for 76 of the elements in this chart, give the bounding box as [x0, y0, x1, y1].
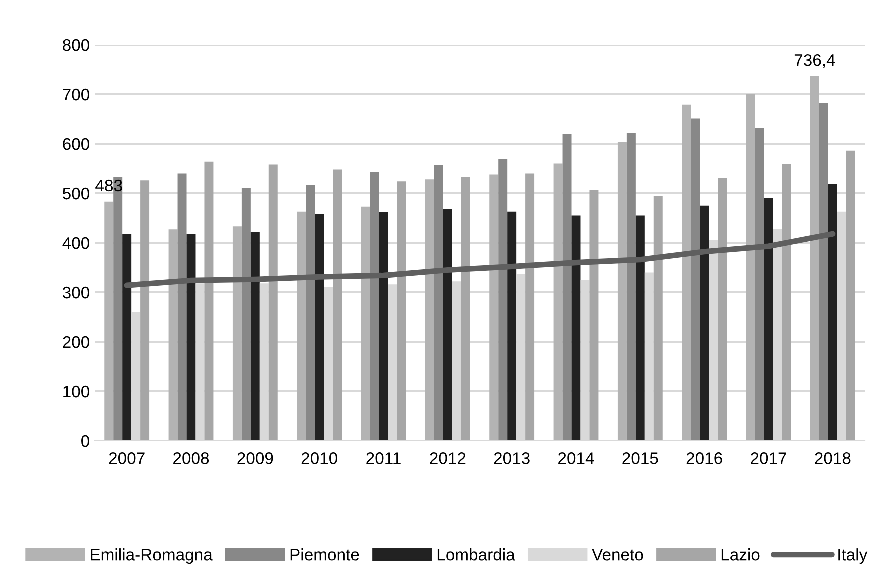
bar [782, 164, 792, 441]
bar [554, 164, 563, 441]
bar [104, 202, 114, 441]
bar [819, 103, 828, 441]
bar [250, 232, 260, 441]
bar [186, 234, 196, 441]
x-tick-label: 2017 [751, 452, 786, 464]
bar [425, 180, 434, 441]
bar [370, 172, 380, 441]
x-tick-label: 2016 [686, 452, 722, 464]
y-tick-label: 800 [63, 39, 90, 52]
bar [361, 206, 370, 441]
legend-label: Lazio [722, 548, 760, 561]
x-tick-label: 2012 [430, 452, 466, 464]
y-tick-label: 100 [64, 386, 90, 398]
y-tick-label: 300 [62, 286, 90, 299]
bar [379, 212, 388, 441]
x-tick-label: 2011 [366, 452, 401, 464]
y-tick-label: 500 [63, 188, 90, 200]
bar [297, 212, 306, 441]
y-tick-label: 700 [63, 88, 90, 101]
bar [178, 174, 187, 441]
legend-label: Emilia-Romagna [91, 548, 213, 564]
bar [810, 76, 820, 441]
bar [636, 216, 645, 441]
bar [122, 234, 132, 441]
bar [204, 162, 214, 441]
bar [508, 212, 517, 441]
y-tick-label: 400 [62, 237, 90, 250]
bar [718, 178, 728, 441]
data-label: 736,4 [794, 54, 836, 68]
legend-label: Veneto [592, 549, 644, 561]
bar [333, 170, 342, 441]
bar [434, 165, 444, 441]
x-tick-label: 2014 [558, 452, 594, 464]
bar [443, 209, 452, 441]
legend-label: Lombardia [438, 548, 516, 561]
bar [618, 142, 627, 441]
bar [168, 230, 178, 441]
x-tick-label: 2007 [109, 452, 145, 464]
bar [526, 174, 535, 441]
bar [691, 118, 700, 441]
bar [498, 159, 508, 441]
bar [306, 185, 316, 441]
x-tick-label: 2013 [494, 452, 530, 464]
bar [755, 128, 764, 441]
bar [490, 174, 499, 441]
legend-label: Italy [838, 548, 868, 564]
bar [764, 198, 774, 441]
bar [315, 214, 324, 441]
x-tick-label: 2009 [238, 452, 274, 464]
bar [461, 177, 470, 441]
x-tick-label: 2018 [815, 452, 851, 464]
bar [682, 104, 692, 441]
x-tick-label: 2008 [174, 452, 210, 464]
bar [572, 216, 581, 441]
x-tick-label: 2010 [302, 452, 338, 464]
bar [654, 196, 663, 441]
bar [242, 188, 251, 441]
bar [846, 150, 856, 441]
bar [746, 94, 756, 441]
bar [232, 226, 242, 441]
bar [268, 164, 278, 441]
bar [828, 184, 838, 441]
bar [562, 134, 572, 441]
bar [140, 180, 150, 441]
x-tick-label: 2015 [622, 452, 658, 464]
bar [626, 133, 636, 441]
y-tick-label: 200 [63, 336, 90, 348]
bar [397, 182, 406, 441]
data-label: 483 [96, 180, 122, 192]
y-tick-label: 0 [82, 435, 90, 448]
legend-label: Piemonte [290, 548, 360, 561]
bar [700, 206, 710, 441]
y-tick-label: 600 [63, 138, 90, 150]
bar [590, 190, 599, 441]
